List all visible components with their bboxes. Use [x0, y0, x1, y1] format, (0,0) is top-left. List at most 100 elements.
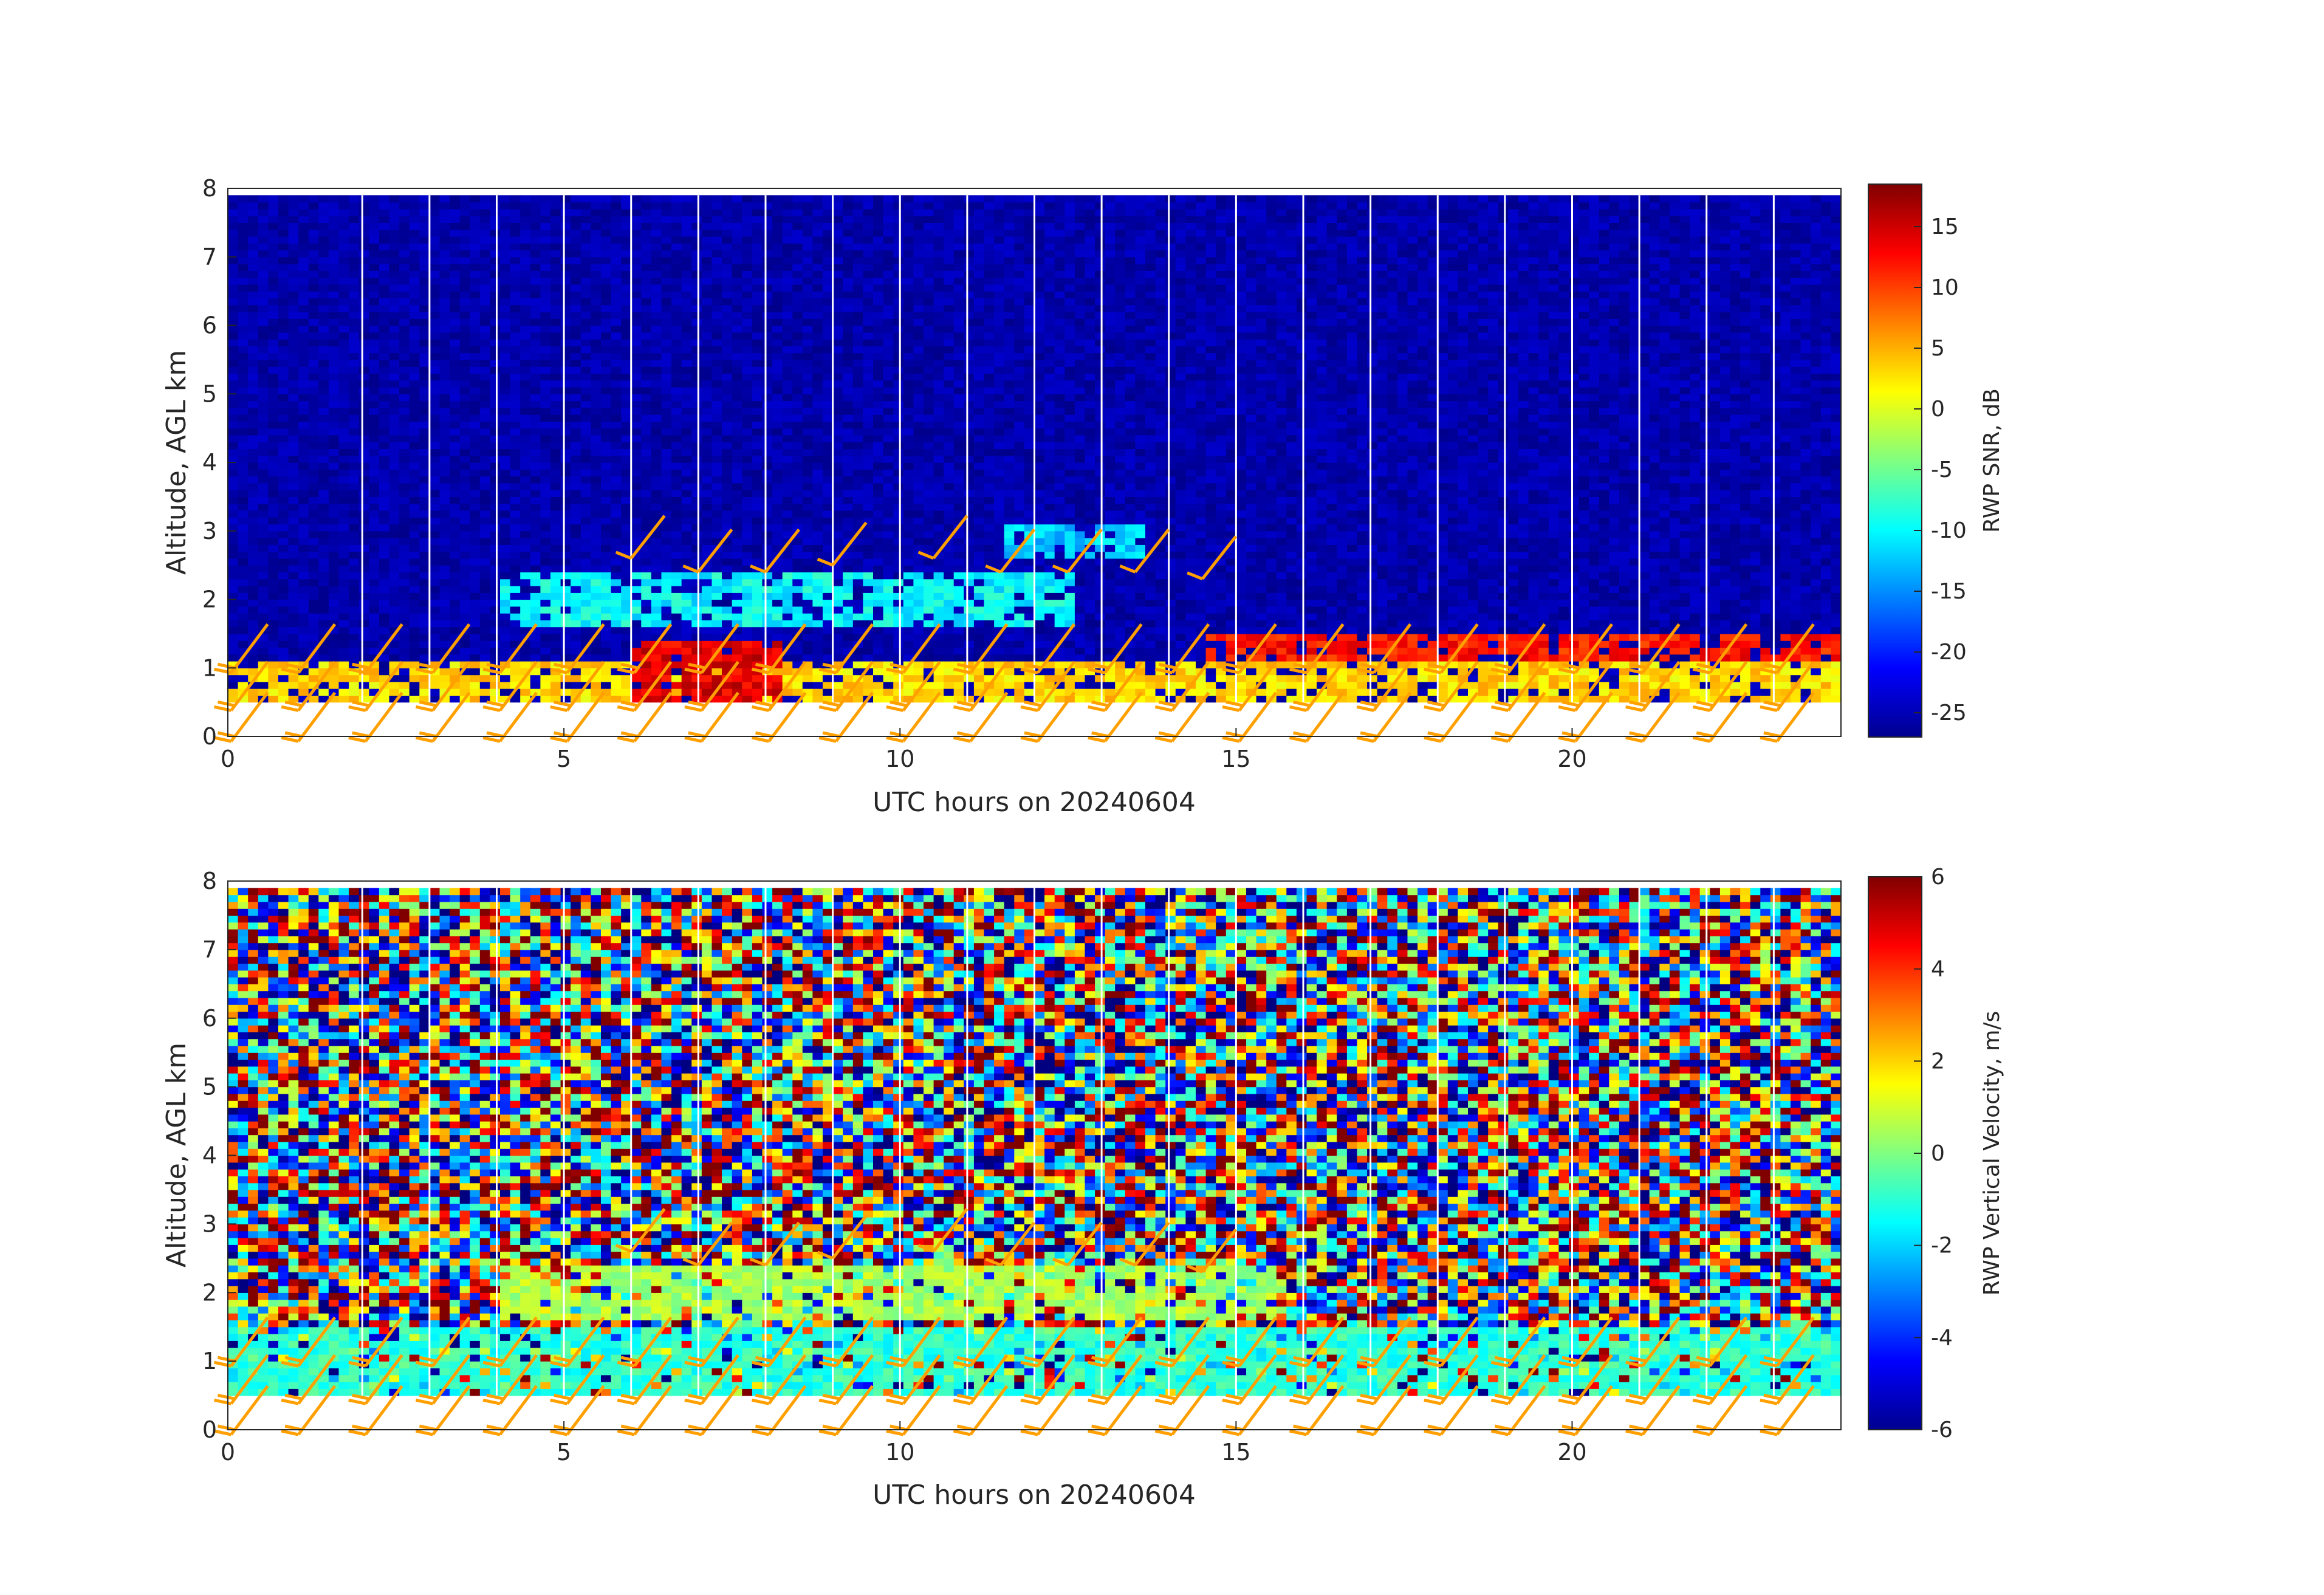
heatmap-cell [460, 312, 470, 319]
heatmap-cell [369, 510, 379, 518]
heatmap-cell [490, 312, 500, 319]
heatmap-cell [460, 332, 470, 340]
heatmap-cell [419, 428, 430, 436]
heatmap-cell [742, 449, 752, 456]
heatmap-cell [318, 449, 329, 456]
heatmap-cell [399, 408, 410, 415]
heatmap-cell [571, 600, 581, 607]
heatmap-cell [611, 510, 622, 518]
heatmap-cell [399, 538, 410, 545]
heatmap-cell [712, 270, 722, 278]
heatmap-cell [369, 202, 379, 210]
heatmap-cell [702, 688, 712, 696]
heatmap-cell [691, 291, 702, 298]
heatmap-cell [349, 222, 359, 230]
heatmap-cell [581, 353, 591, 360]
heatmap-cell [682, 496, 692, 504]
heatmap-cell [671, 538, 682, 545]
heatmap-cell [379, 558, 389, 566]
heatmap-cell [278, 654, 289, 662]
heatmap-cell [480, 339, 490, 346]
heatmap-cell [863, 435, 873, 442]
heatmap-cell [702, 675, 712, 682]
heatmap-cell [399, 634, 410, 641]
heatmap-cell [268, 408, 278, 415]
heatmap-cell [349, 456, 359, 463]
heatmap-cell [763, 538, 773, 545]
heatmap-cell [550, 640, 561, 648]
heatmap-cell [571, 586, 581, 593]
heatmap-cell [309, 483, 319, 490]
heatmap-cell [591, 243, 601, 250]
heatmap-cell [399, 654, 410, 662]
heatmap-cell [540, 456, 550, 463]
heatmap-cell [530, 230, 541, 237]
heatmap-cell [732, 380, 742, 388]
heatmap-cell [732, 257, 742, 264]
heatmap-cell [591, 435, 601, 442]
heatmap-cell [702, 647, 712, 654]
heatmap-cell [309, 586, 319, 593]
heatmap-cell [379, 428, 389, 436]
heatmap-cell [631, 326, 642, 333]
heatmap-cell [772, 647, 783, 654]
heatmap-cell [379, 469, 389, 476]
heatmap-cell [873, 326, 883, 333]
heatmap-cell [318, 394, 329, 401]
heatmap-cell [309, 339, 319, 346]
heatmap-cell [702, 250, 712, 258]
heatmap-cell [671, 600, 682, 607]
heatmap-cell [248, 209, 258, 216]
heatmap-cell [591, 483, 601, 490]
heatmap-cell [702, 627, 712, 634]
heatmap-cell [389, 490, 400, 497]
heatmap-cell [309, 675, 319, 682]
heatmap-cell [833, 250, 843, 258]
heatmap-cell [500, 565, 510, 572]
heatmap-cell [571, 278, 581, 285]
heatmap-cell [732, 483, 742, 490]
heatmap-cell [399, 373, 410, 380]
heatmap-cell [540, 360, 550, 367]
heatmap-cell [419, 339, 430, 346]
heatmap-cell [803, 613, 813, 620]
heatmap-cell [641, 270, 651, 278]
heatmap-cell [803, 264, 813, 271]
heatmap-cell [792, 565, 803, 572]
heatmap-cell [430, 640, 440, 648]
heatmap-cell [318, 257, 329, 264]
heatmap-cell [732, 353, 742, 360]
heatmap-cell [702, 387, 712, 394]
heatmap-cell [349, 353, 359, 360]
heatmap-cell [752, 339, 763, 346]
heatmap-cell [772, 675, 783, 682]
heatmap-cell [682, 517, 692, 524]
heatmap-cell [369, 620, 379, 627]
heatmap-cell [530, 682, 541, 689]
heatmap-cell [591, 456, 601, 463]
heatmap-cell [561, 209, 571, 216]
heatmap-cell [571, 373, 581, 380]
heatmap-cell [873, 483, 883, 490]
heatmap-cell [440, 668, 450, 675]
heatmap-cell [430, 284, 440, 292]
heatmap-cell [833, 291, 843, 298]
heatmap-cell [329, 634, 339, 641]
heatmap-cell [349, 195, 359, 202]
heatmap-cell [329, 326, 339, 333]
heatmap-cell [803, 668, 813, 675]
heatmap-cell [410, 318, 420, 326]
heatmap-cell [812, 394, 823, 401]
heatmap-cell [389, 449, 400, 456]
heatmap-cell [883, 284, 894, 292]
heatmap-cell [349, 312, 359, 319]
heatmap-cell [671, 647, 682, 654]
heatmap-cell [742, 586, 752, 593]
heatmap-cell [359, 380, 369, 388]
heatmap-cell [389, 414, 400, 422]
heatmap-cell [460, 640, 470, 648]
heatmap-cell [430, 202, 440, 210]
heatmap-cell [289, 682, 299, 689]
heatmap-cell [621, 366, 631, 374]
heatmap-cell [298, 264, 309, 271]
